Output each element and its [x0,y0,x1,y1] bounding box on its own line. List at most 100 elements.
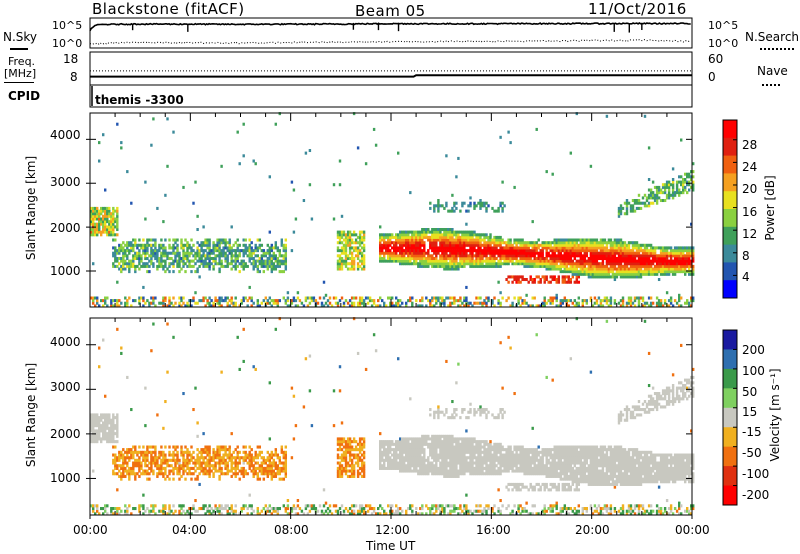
power-cell [393,243,396,247]
power-cell [455,243,458,247]
power-cell [690,249,693,253]
power-cell [517,241,520,245]
power-cell [533,262,536,266]
power-cell [635,272,639,276]
velocity-cell [182,472,185,476]
velocity-cell [226,509,229,513]
velocity-cell [308,389,312,393]
power-cell [665,254,669,258]
velocity-cell [216,453,219,457]
velocity-cell [98,418,101,422]
power-cell [222,264,225,268]
power-cell [280,259,284,263]
power-cell [433,304,436,308]
power-cell [276,301,280,305]
velocity-cell [110,440,113,444]
power-cell [172,264,175,268]
power-cell [511,259,514,263]
power-cell [433,233,436,237]
velocity-cell [164,472,167,476]
power-cell [160,262,163,266]
power-cell [435,228,438,232]
power-cell [555,246,558,250]
velocity-cell [94,413,97,417]
power-cell [549,241,552,245]
velocity-cell [274,464,278,468]
power-cell [399,304,402,308]
velocity-cell [234,469,237,473]
power-cell [280,241,284,245]
power-cell [617,257,621,261]
power-cell [513,185,516,189]
power-cell [344,257,348,261]
velocity-cell [120,472,123,476]
power-cell [152,299,155,303]
power-cell [118,262,121,266]
velocity-cell [352,469,356,473]
power-cell [531,254,534,258]
power-cell [541,301,544,305]
power-cell [643,262,647,266]
power-cell [621,264,625,268]
power-cell [106,217,109,221]
power-cell [597,267,601,271]
power-cell [525,257,528,261]
power-cell [533,254,536,258]
power-cell [635,249,639,253]
velocity-cell [222,456,225,460]
power-cell [435,301,438,305]
power-cell [611,272,615,276]
velocity-cell [154,453,157,457]
velocity-cell [152,322,155,326]
power-cell [182,257,185,261]
power-cell [585,299,589,303]
power-cell [222,241,225,245]
power-cell [575,112,579,116]
power-cell [413,251,416,255]
power-cell [639,264,643,268]
power-cell [282,249,286,253]
power-cell [276,257,280,261]
power-cell [625,243,629,247]
power-cell [196,267,199,271]
power-cell [669,299,673,303]
power-cell [461,233,464,237]
power-cell [501,241,504,245]
velocity-cell [218,464,221,468]
velocity-cell [94,429,97,433]
power-cell [541,257,544,261]
velocity-cell [216,450,219,454]
power-cell [669,249,673,253]
power-cell [549,257,552,261]
power-cell [411,257,414,261]
velocity-cell [244,456,247,460]
power-cell [403,259,406,263]
power-cell [667,188,671,192]
power-cell [563,278,567,282]
power-cell [633,251,637,255]
power-cell [443,228,446,232]
power-cell [423,262,426,266]
velocity-cell [344,440,348,444]
power-cell [667,267,671,271]
power-cell [637,201,641,205]
power-cell [421,254,424,258]
power-cell [234,259,237,263]
power-cell [593,246,597,250]
power-cell [455,257,458,261]
velocity-cell [268,472,272,476]
power-cell [521,238,524,242]
velocity-cell [224,461,227,465]
power-cell [453,296,456,300]
power-cell [571,272,575,276]
power-cell [609,241,613,245]
velocity-cell [232,456,235,460]
power-cell [477,235,480,239]
power-cell [415,251,418,255]
velocity-cell [306,512,310,516]
velocity-cell [164,461,167,465]
power-cell [282,296,286,300]
power-cell [126,299,129,303]
power-cell [389,304,392,308]
velocity-cell [176,458,179,462]
